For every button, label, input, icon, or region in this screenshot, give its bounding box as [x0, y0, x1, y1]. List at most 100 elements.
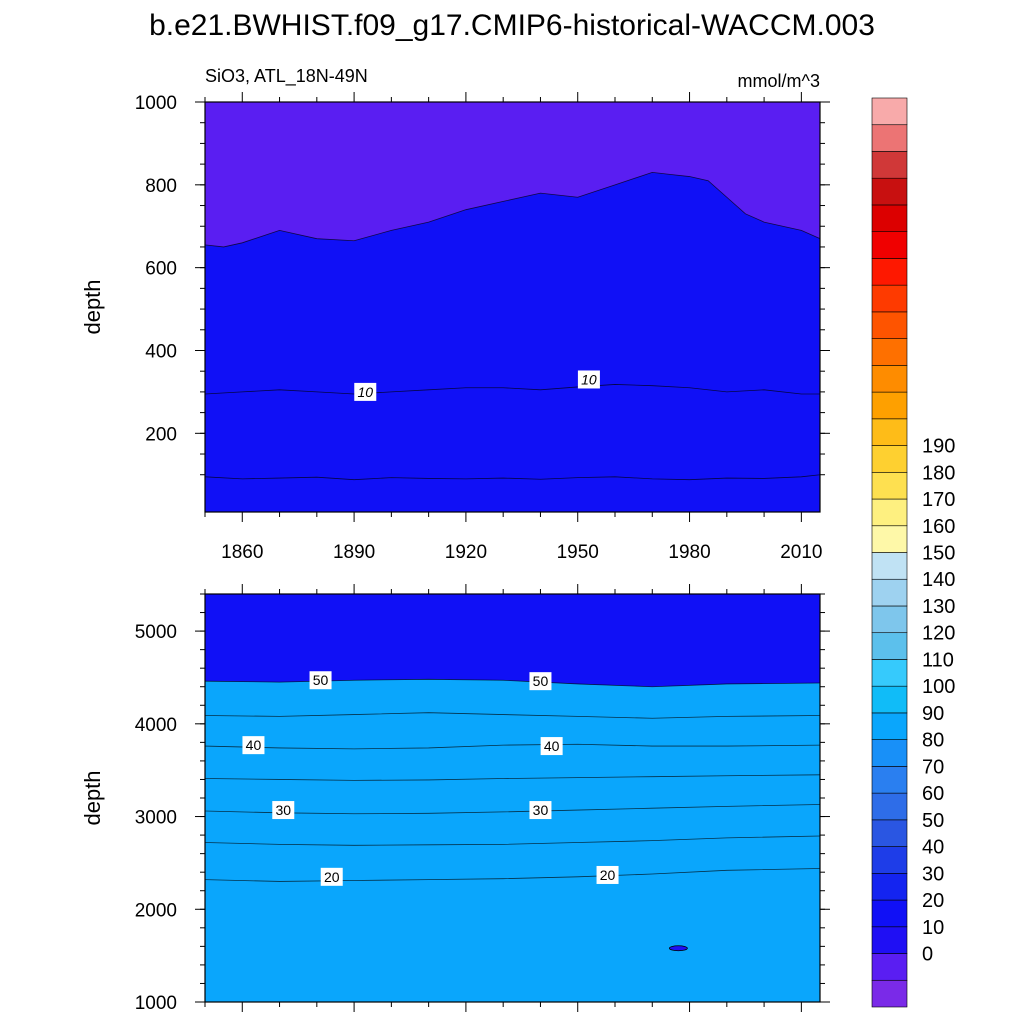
- contour-line: [204, 678, 821, 688]
- y-tick-label: 1000: [135, 93, 177, 114]
- colorbar-label: 80: [922, 730, 944, 752]
- colorbar-label: 20: [922, 890, 944, 912]
- colorbar-box: [871, 445, 908, 473]
- x-tick-label: 1860: [221, 542, 263, 563]
- chart-title: b.e21.BWHIST.f09_g17.CMIP6-historical-WA…: [149, 9, 875, 42]
- colorbar-box: [871, 391, 908, 420]
- contour-label-box: [529, 801, 552, 820]
- colorbar-label: 40: [922, 837, 944, 859]
- colorbar-box: [871, 899, 908, 928]
- y-tick-label: 600: [145, 259, 177, 280]
- contour-label: 40: [540, 737, 563, 756]
- colorbar-box: [871, 873, 908, 901]
- bottom-axis-ticks: 1000 2000 3000 4000 5000: [135, 584, 830, 1014]
- contour-line: [204, 835, 821, 846]
- colorbar-box: [871, 685, 908, 714]
- x-tick-label: 1890: [333, 542, 375, 563]
- contour-label: 10: [577, 370, 600, 389]
- colorbar-label: 70: [922, 756, 944, 778]
- y-tick-label: 2000: [135, 900, 177, 921]
- contour-band: [205, 172, 820, 512]
- colorbar-box: [871, 792, 908, 821]
- bottom-contour-lines: [204, 678, 821, 952]
- contour-line: [204, 712, 821, 719]
- contour-label-box: [529, 672, 552, 691]
- top-contour-fills: [205, 102, 820, 512]
- contour-label: 30: [272, 801, 295, 820]
- colorbar-box: [871, 471, 908, 500]
- colorbar-box: [871, 659, 908, 687]
- top-subtitle-left: SiO3, ATL_18N-49N: [205, 66, 368, 87]
- contour-label-text: 20: [324, 869, 340, 885]
- colorbar-box: [871, 926, 908, 954]
- contour-line: [204, 743, 821, 750]
- colorbar-box: [871, 204, 908, 232]
- colorbar-label: 50: [922, 810, 944, 832]
- colorbar-box: [871, 766, 908, 794]
- colorbar-box: [871, 151, 908, 179]
- contour-label-text: 10: [581, 371, 597, 387]
- top-subtitle-right: mmol/m^3: [738, 71, 820, 91]
- contour-label: 40: [242, 736, 265, 755]
- colorbar-box: [871, 124, 908, 152]
- colorbar-box: [871, 311, 908, 339]
- top-y-axis-label: depth: [80, 279, 105, 334]
- colorbar-label: 110: [922, 649, 954, 671]
- y-tick-label: 5000: [135, 622, 177, 643]
- colorbar-box: [871, 97, 908, 126]
- contour-label-box: [309, 671, 332, 690]
- contour-label-text: 30: [533, 802, 549, 818]
- colorbar-label: 90: [922, 703, 944, 725]
- contour-label: 30: [529, 801, 552, 820]
- contour-label-text: 50: [313, 672, 329, 688]
- colorbar-box: [871, 632, 908, 660]
- colorbar-box: [871, 365, 908, 393]
- contour-label-box: [577, 370, 600, 389]
- colorbar-box: [871, 258, 908, 286]
- colorbar-label: 170: [922, 489, 955, 511]
- contour-label: 20: [596, 865, 619, 884]
- contour-label-box: [596, 865, 619, 884]
- contour-label: 20: [320, 867, 343, 886]
- colorbar-box: [871, 739, 908, 767]
- colorbar-box: [871, 712, 908, 740]
- contour-label-text: 40: [544, 738, 560, 754]
- contour-label-text: 10: [357, 384, 373, 400]
- colorbar: 1901801701601501401301201101009080706050…: [871, 97, 955, 1008]
- colorbar-label: 120: [922, 623, 955, 645]
- colorbar-label: 150: [922, 543, 955, 565]
- contour-label-box: [242, 736, 265, 755]
- contour-line: [204, 804, 821, 815]
- colorbar-label: 190: [922, 436, 955, 458]
- colorbar-box: [871, 284, 908, 313]
- contour-label: 50: [309, 671, 332, 690]
- colorbar-box: [871, 231, 908, 259]
- contour-band: [205, 679, 820, 1002]
- contour-line: [204, 474, 821, 481]
- colorbar-box: [871, 177, 908, 206]
- contour-label: 10: [354, 382, 377, 401]
- contour-line: [204, 171, 821, 248]
- y-tick-label: 200: [145, 424, 177, 445]
- colorbar-box: [871, 525, 908, 553]
- top-panel: SiO3, ATL_18N-49N mmol/m^3 depth 10 10 18…: [80, 66, 830, 563]
- colorbar-label: 180: [922, 462, 955, 484]
- bottom-y-axis-label: depth: [80, 770, 105, 825]
- contour-label-text: 30: [275, 802, 291, 818]
- bottom-contour-labels: 20 20 30 30 40 40 50 50: [242, 671, 619, 886]
- colorbar-label: 100: [922, 676, 955, 698]
- colorbar-label: 140: [922, 569, 955, 591]
- colorbar-box: [871, 418, 908, 446]
- contour-line: [204, 384, 820, 395]
- contour-label-box: [272, 801, 295, 820]
- colorbar-box: [871, 953, 908, 981]
- colorbar-box: [871, 846, 908, 874]
- y-tick-label: 400: [145, 341, 177, 362]
- contour-label-box: [354, 382, 377, 401]
- top-contour-labels: 10 10: [354, 370, 600, 401]
- contour-label-text: 20: [600, 867, 616, 883]
- colorbar-label: 10: [922, 917, 944, 939]
- colorbar-box: [871, 578, 908, 607]
- top-axis-ticks: 1860 1890 1920 1950 1980 2010 200 400 600 800 1000: [135, 92, 830, 563]
- y-tick-label: 1000: [135, 993, 177, 1014]
